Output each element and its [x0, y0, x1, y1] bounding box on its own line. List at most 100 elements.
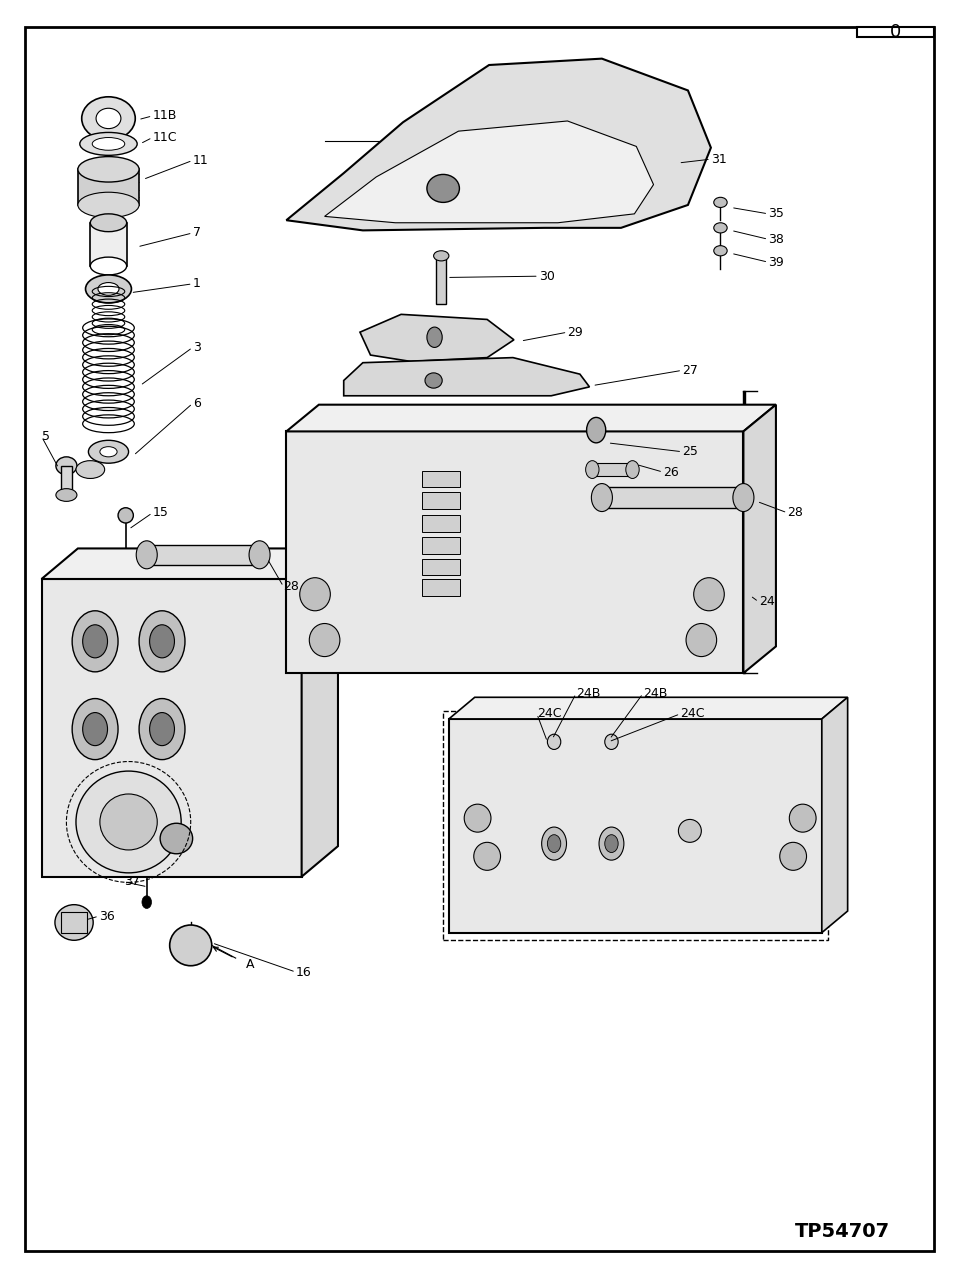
Ellipse shape [100, 794, 157, 850]
Polygon shape [302, 548, 338, 877]
Ellipse shape [249, 541, 270, 569]
Polygon shape [343, 357, 590, 395]
Ellipse shape [678, 820, 701, 843]
Bar [435, 256, 446, 305]
Text: 5: 5 [41, 430, 50, 442]
Ellipse shape [425, 372, 442, 388]
Text: A: A [246, 958, 255, 972]
Bar [422, 537, 460, 553]
Ellipse shape [139, 611, 185, 672]
Bar [422, 470, 460, 487]
Ellipse shape [780, 843, 807, 871]
Ellipse shape [82, 713, 107, 746]
Text: 39: 39 [768, 256, 784, 269]
Polygon shape [857, 27, 934, 37]
Bar [60, 465, 72, 495]
Text: 30: 30 [539, 270, 554, 283]
Text: 35: 35 [768, 208, 784, 221]
Bar [593, 463, 633, 476]
Text: 7: 7 [193, 227, 200, 240]
Text: 24: 24 [759, 595, 775, 608]
Ellipse shape [82, 625, 107, 658]
Text: 28: 28 [284, 580, 299, 593]
Ellipse shape [433, 251, 449, 261]
Ellipse shape [76, 460, 105, 478]
Ellipse shape [90, 214, 127, 232]
Bar [422, 515, 460, 532]
Text: 1: 1 [193, 278, 200, 291]
Bar [60, 913, 87, 932]
Text: 24B: 24B [576, 687, 600, 700]
Text: 25: 25 [682, 445, 698, 458]
Ellipse shape [98, 283, 119, 296]
Ellipse shape [88, 440, 129, 463]
Ellipse shape [587, 417, 606, 442]
Text: 29: 29 [568, 325, 583, 339]
Bar [443, 711, 828, 940]
Ellipse shape [139, 699, 185, 760]
Text: 38: 38 [768, 233, 784, 246]
Ellipse shape [85, 275, 131, 303]
Ellipse shape [72, 699, 118, 760]
Ellipse shape [427, 175, 459, 203]
Polygon shape [324, 121, 653, 223]
Ellipse shape [599, 827, 624, 861]
Ellipse shape [605, 734, 619, 750]
Bar [78, 170, 139, 205]
Ellipse shape [586, 460, 599, 478]
Text: 24C: 24C [680, 708, 705, 720]
Ellipse shape [713, 198, 727, 208]
Ellipse shape [548, 734, 561, 750]
Ellipse shape [150, 625, 175, 658]
Text: 31: 31 [711, 153, 727, 166]
Text: 3: 3 [193, 340, 200, 354]
Ellipse shape [310, 623, 339, 657]
Bar [743, 390, 745, 673]
Ellipse shape [96, 108, 121, 129]
Bar [449, 719, 822, 932]
Bar [422, 492, 460, 509]
Bar [422, 558, 460, 575]
Ellipse shape [300, 578, 330, 611]
Text: 15: 15 [152, 506, 169, 519]
Bar [287, 431, 743, 673]
Ellipse shape [789, 805, 816, 833]
Ellipse shape [713, 223, 727, 233]
Text: 0: 0 [890, 23, 901, 41]
Text: 36: 36 [99, 909, 115, 923]
Ellipse shape [56, 456, 77, 474]
Ellipse shape [427, 328, 442, 347]
Text: TP54707: TP54707 [795, 1223, 890, 1241]
Text: 24C: 24C [537, 708, 561, 720]
Text: 27: 27 [682, 363, 698, 377]
Bar [422, 579, 460, 595]
Polygon shape [360, 315, 514, 361]
Ellipse shape [605, 835, 619, 853]
Ellipse shape [592, 483, 613, 511]
Ellipse shape [80, 133, 137, 156]
Ellipse shape [150, 713, 175, 746]
Ellipse shape [548, 835, 561, 853]
Text: 11: 11 [193, 154, 208, 167]
Ellipse shape [693, 578, 724, 611]
Ellipse shape [72, 611, 118, 672]
Text: 28: 28 [787, 506, 804, 519]
Ellipse shape [142, 896, 152, 909]
Ellipse shape [160, 824, 193, 854]
Text: 26: 26 [663, 465, 679, 478]
Ellipse shape [542, 827, 567, 861]
Ellipse shape [76, 771, 181, 873]
Ellipse shape [474, 843, 501, 871]
Ellipse shape [136, 541, 157, 569]
Ellipse shape [90, 258, 127, 275]
Bar [90, 223, 127, 266]
Ellipse shape [56, 488, 77, 501]
Ellipse shape [118, 507, 133, 523]
Ellipse shape [100, 446, 117, 456]
Polygon shape [41, 548, 338, 579]
Polygon shape [743, 404, 776, 673]
Ellipse shape [464, 805, 491, 833]
Polygon shape [287, 404, 776, 431]
Polygon shape [822, 697, 848, 932]
Text: 24B: 24B [643, 687, 667, 700]
